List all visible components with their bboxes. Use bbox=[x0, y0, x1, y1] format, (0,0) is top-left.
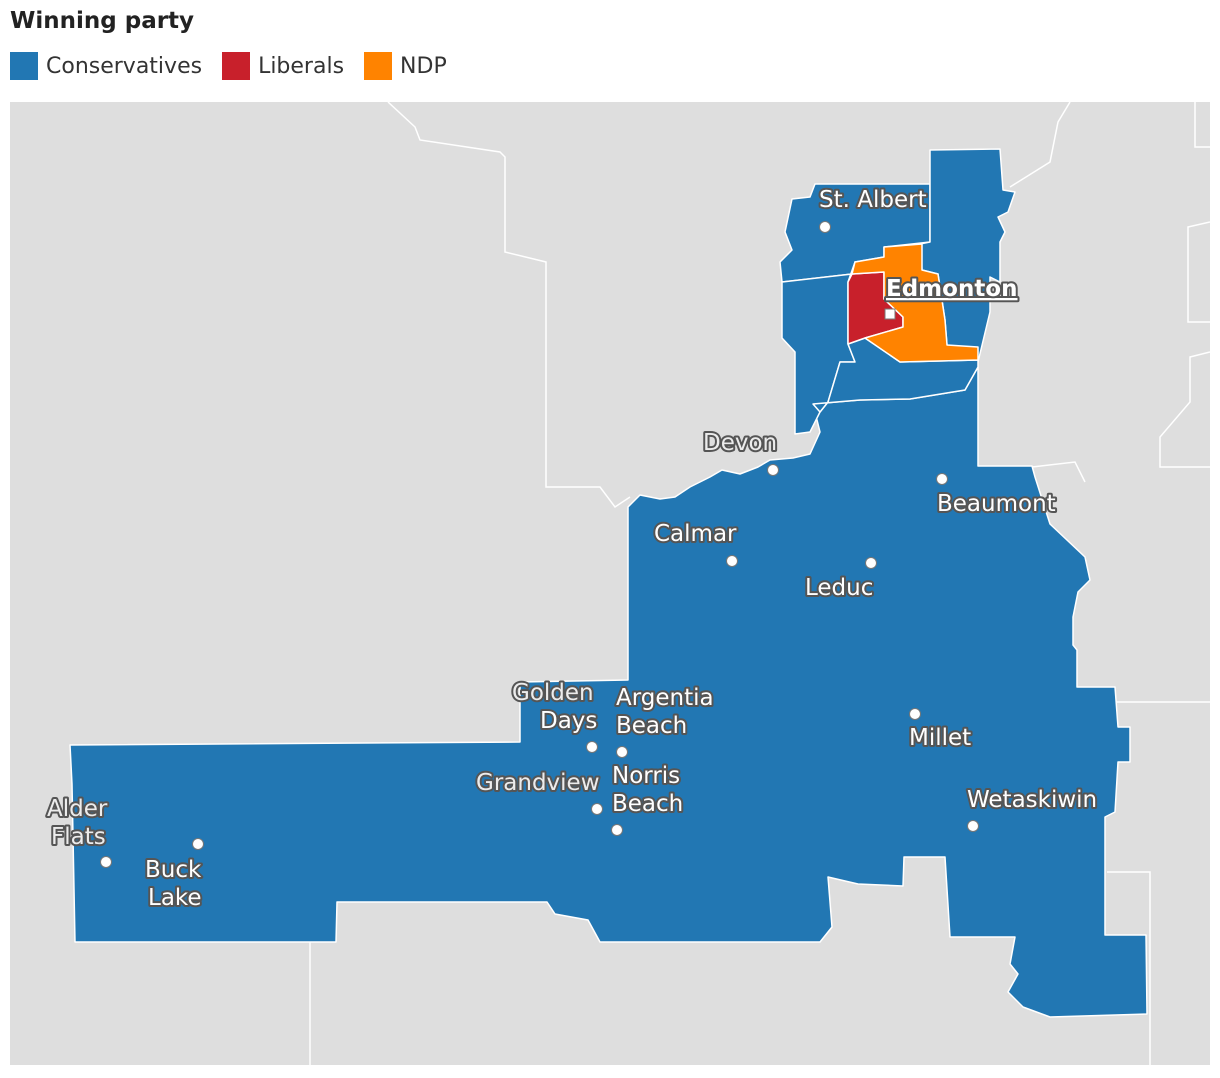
marker-golden-days[interactable] bbox=[586, 741, 598, 753]
legend-label-liberals: Liberals bbox=[258, 53, 345, 79]
label-leduc: Leduc bbox=[805, 575, 873, 601]
boundary-line bbox=[1031, 461, 1086, 483]
riding-rural-south-main[interactable] bbox=[69, 366, 1148, 1018]
label-norris-beach-1: Norris bbox=[612, 763, 680, 789]
place-markers bbox=[100, 221, 979, 868]
boundary-line bbox=[1107, 871, 1151, 1065]
label-golden-days-1: Golden bbox=[512, 680, 594, 706]
boundary-line bbox=[1194, 102, 1210, 148]
legend-item-conservatives: Conservatives bbox=[10, 52, 202, 80]
map-svg[interactable]: St. Albert Edmonton Devon Beaumont Calma… bbox=[10, 102, 1210, 1065]
marker-wetaskiwin[interactable] bbox=[967, 820, 979, 832]
label-edmonton: Edmonton bbox=[886, 276, 1018, 302]
marker-alder-flats[interactable] bbox=[100, 856, 112, 868]
legend-item-liberals: Liberals bbox=[222, 52, 344, 80]
marker-calmar[interactable] bbox=[726, 555, 738, 567]
legend: Conservatives Liberals NDP bbox=[10, 52, 467, 80]
label-devon: Devon bbox=[703, 430, 777, 456]
legend-title: Winning party bbox=[10, 8, 195, 34]
marker-argentia-beach[interactable] bbox=[616, 746, 628, 758]
background-boundaries bbox=[309, 102, 1210, 1065]
marker-st-albert[interactable] bbox=[819, 221, 831, 233]
marker-devon[interactable] bbox=[767, 464, 779, 476]
boundary-line bbox=[387, 102, 631, 509]
marker-norris-beach[interactable] bbox=[611, 824, 623, 836]
marker-grandview[interactable] bbox=[591, 803, 603, 815]
legend-swatch-ndp bbox=[364, 52, 393, 80]
label-norris-beach-2: Beach bbox=[612, 791, 683, 817]
label-beaumont: Beaumont bbox=[937, 491, 1056, 517]
label-argentia-beach-1: Argentia bbox=[616, 685, 714, 711]
marker-beaumont[interactable] bbox=[936, 473, 948, 485]
marker-edmonton[interactable] bbox=[884, 308, 896, 320]
legend-label-conservatives: Conservatives bbox=[46, 53, 203, 79]
label-argentia-beach-2: Beach bbox=[616, 713, 687, 739]
boundary-line bbox=[1187, 221, 1210, 323]
label-millet: Millet bbox=[909, 725, 971, 751]
riding-map[interactable]: St. Albert Edmonton Devon Beaumont Calma… bbox=[10, 102, 1210, 1065]
label-buck-lake-1: Buck bbox=[145, 857, 202, 883]
riding-edmonton-ndp[interactable] bbox=[851, 243, 979, 363]
label-buck-lake-2: Lake bbox=[148, 885, 202, 911]
legend-swatch-liberals bbox=[222, 52, 251, 80]
label-calmar: Calmar bbox=[654, 521, 737, 547]
legend-label-ndp: NDP bbox=[400, 53, 447, 79]
boundary-line bbox=[1009, 102, 1071, 188]
boundary-line bbox=[1159, 351, 1210, 468]
label-grandview: Grandview bbox=[476, 770, 600, 796]
label-wetaskiwin: Wetaskiwin bbox=[967, 787, 1097, 813]
marker-buck-lake[interactable] bbox=[192, 838, 204, 850]
legend-item-ndp: NDP bbox=[364, 52, 447, 80]
place-labels: St. Albert Edmonton Devon Beaumont Calma… bbox=[45, 185, 1099, 913]
label-alder-flats-1: Alder bbox=[47, 796, 108, 822]
label-st-albert: St. Albert bbox=[819, 187, 927, 213]
label-alder-flats-2: Flats bbox=[51, 824, 106, 850]
marker-leduc[interactable] bbox=[865, 557, 877, 569]
marker-millet[interactable] bbox=[909, 708, 921, 720]
legend-swatch-conservatives bbox=[10, 52, 38, 80]
label-golden-days-2: Days bbox=[540, 708, 597, 734]
